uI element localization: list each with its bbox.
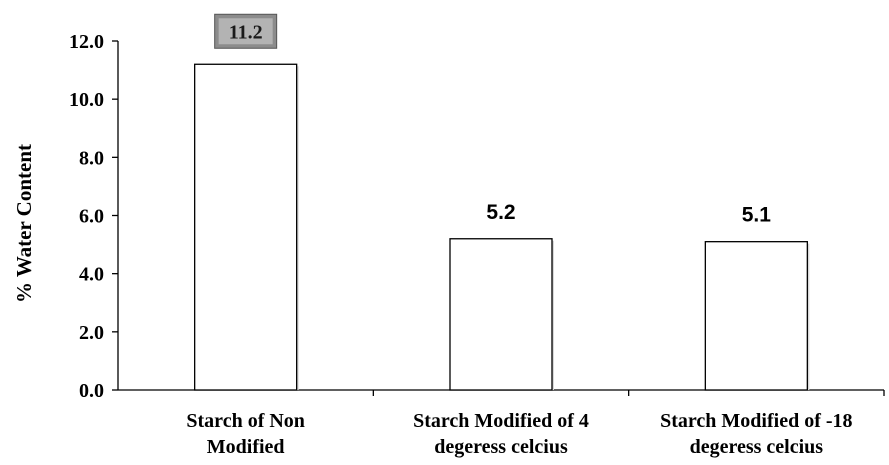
bar xyxy=(194,63,298,391)
y-tick-label: 12.0 xyxy=(69,31,104,53)
y-tick-label: 8.0 xyxy=(79,147,104,169)
category-label: degeress celcius xyxy=(434,436,568,458)
category-labels: Starch of Non Modified Starch Modified of … xyxy=(186,410,852,458)
category-label: Starch of Non xyxy=(186,410,305,432)
data-label-box-inner xyxy=(218,18,273,45)
data-label: 5.1 xyxy=(742,204,772,227)
data-label: 11.2 xyxy=(229,21,263,43)
bar xyxy=(704,241,808,391)
bars xyxy=(194,63,810,391)
data-labels: 11.2 5.2 5.1 xyxy=(214,13,772,227)
y-tick-label: 4.0 xyxy=(79,264,104,286)
y-axis-title: % Water Content xyxy=(12,144,36,303)
y-tick-label: 6.0 xyxy=(79,206,104,228)
y-tick-label: 0.0 xyxy=(79,380,104,402)
y-tick-label: 2.0 xyxy=(79,322,104,344)
category-label: degeress celcius xyxy=(690,436,824,458)
category-label: Modified xyxy=(207,436,285,458)
y-tick-label: 10.0 xyxy=(69,89,104,111)
category-label: Starch Modified of 4 xyxy=(413,410,589,432)
bar xyxy=(449,238,553,391)
data-label: 5.2 xyxy=(486,201,515,224)
y-axis-title-group: % Water Content xyxy=(12,144,36,303)
category-label: Starch Modified of -18 xyxy=(660,410,852,432)
